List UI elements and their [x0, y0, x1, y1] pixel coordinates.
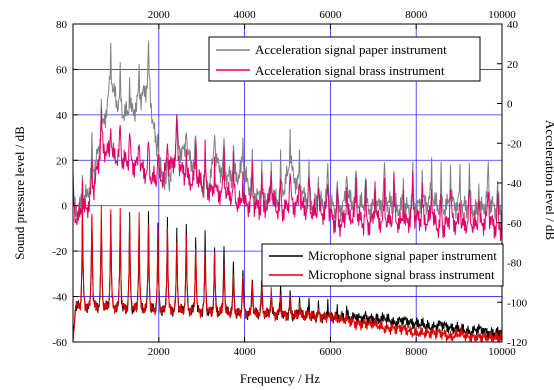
legend-label-brass-accel: Acceleration signal brass instrument [255, 63, 445, 78]
legend-box [208, 36, 481, 82]
legend-label-paper-accel: Acceleration signal paper instrument [255, 42, 447, 57]
x-tick-label-bottom: 10000 [488, 346, 516, 358]
y-tick-label-left: 60 [56, 64, 68, 76]
legend-box [261, 243, 504, 287]
y-tick-label-left: -20 [52, 246, 67, 258]
series-line-0 [72, 40, 503, 225]
x-tick-label-top: 4000 [234, 9, 257, 21]
y-tick-label-left: -60 [52, 337, 67, 349]
x-tick-label-bottom: 6000 [319, 346, 342, 358]
y-tick-label-left: 20 [56, 155, 68, 167]
y-tick-label-right: -120 [507, 337, 528, 349]
x-tick-label-top: 8000 [405, 9, 428, 21]
y-tick-label-right: -60 [507, 218, 522, 230]
x-tick-label-bottom: 4000 [234, 346, 257, 358]
y-tick-label-left: 80 [56, 19, 68, 31]
y-tick-label-left: -40 [52, 292, 67, 304]
series-line-3 [72, 202, 503, 344]
x-tick-label-bottom: 8000 [405, 346, 428, 358]
y-axis-right-title: Acceleration level / dB [543, 120, 554, 241]
series-line-1 [72, 108, 503, 241]
y-tick-label-left: 40 [56, 110, 68, 122]
y-axis-left-title: Sound pressure level / dB [12, 126, 27, 260]
y-tick-label-right: -40 [507, 178, 522, 190]
y-tick-label-right: -80 [507, 258, 522, 270]
y-tick-label-right: -100 [507, 297, 528, 309]
legend-label-paper-mic: Microphone signal paper instrument [308, 248, 497, 263]
x-tick-label-top: 6000 [319, 9, 342, 21]
y-tick-label-right: 40 [507, 19, 519, 31]
x-tick-label-bottom: 2000 [148, 346, 171, 358]
y-tick-label-left: 0 [62, 201, 68, 213]
y-tick-label-right: 0 [507, 99, 513, 111]
legend-label-brass-mic: Microphone signal brass instrument [308, 267, 495, 282]
legend-acceleration: Acceleration signal paper instrument Acc… [208, 36, 481, 82]
x-axis-title: Frequency / Hz [240, 371, 320, 386]
y-tick-label-right: 20 [507, 59, 519, 71]
y-tick-label-right: -20 [507, 138, 522, 150]
x-tick-label-top: 2000 [148, 9, 171, 21]
plot-series [72, 40, 503, 344]
x-tick-label-top: 10000 [488, 9, 516, 21]
legend-microphone: Microphone signal paper instrument Micro… [261, 243, 504, 287]
